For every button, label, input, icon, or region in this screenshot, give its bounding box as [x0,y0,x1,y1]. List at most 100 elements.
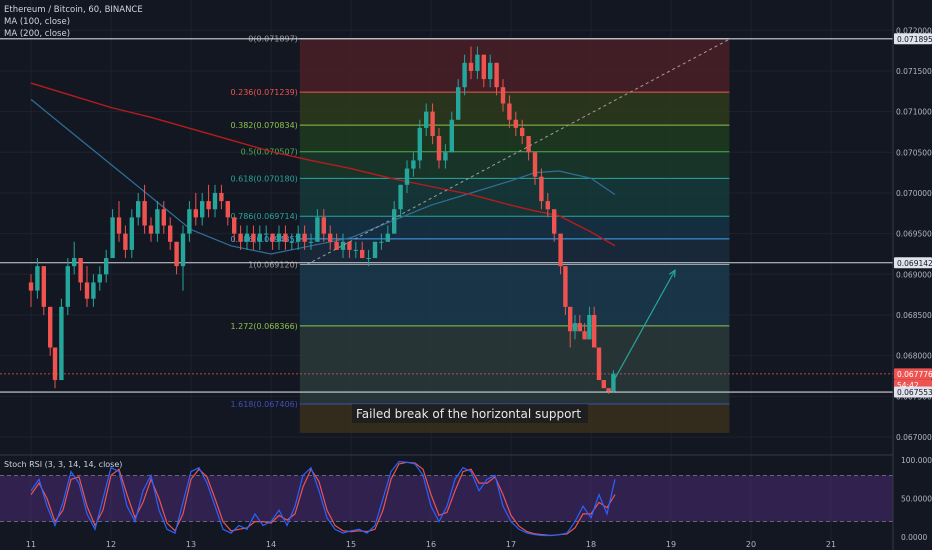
moving-averages [30,82,616,255]
candle-body [180,233,186,267]
date-tick-label: 13 [186,540,196,549]
candle-body [532,152,538,177]
price-tick-label: 0.071500 [896,67,932,76]
fib-band [299,92,730,126]
fib-level-label: 1.618(0.067406) [230,400,297,409]
rsi-tick-label: 0.0000 [901,533,927,542]
candle-body [481,54,486,80]
date-tick-label: 17 [506,540,516,549]
axes: 0.072000 0.071500 0.071000 0.070500 0.070000… [26,0,932,550]
candle-body [232,217,237,234]
candle-body [558,233,563,267]
candle-body [78,258,83,283]
fib-level-label: 0.236(0.071239) [230,88,297,97]
candle-body [611,373,616,392]
rsi-band [0,475,893,522]
price-tick-label: 0.068500 [896,311,932,320]
candle-body [488,62,493,80]
candle-body [41,266,46,307]
candle-body [206,201,211,210]
candle-body [200,201,205,218]
candle-body [456,87,461,120]
price-label-box [894,368,932,380]
candle-body [244,233,250,242]
rsi-tick-label: 50.0000 [901,495,932,504]
candle-body [411,160,416,169]
candle-body [238,233,243,242]
candle-body [462,62,467,88]
candle-body [321,217,326,234]
candle-body [289,241,294,243]
candles [28,46,616,394]
candle-body [264,233,269,235]
fib-band [299,151,730,179]
price-label-text: 0.067553 [897,388,932,397]
price-tick-label: 0.069500 [896,230,932,239]
candle-body [97,274,102,283]
candle-body [552,209,557,234]
candle-body [430,111,435,137]
candle-body [545,201,550,210]
candle-body [52,347,58,381]
candle-body [308,241,314,243]
candle-body [91,282,96,299]
price-label-box [894,257,932,269]
candle-body [513,119,518,128]
candle-body [142,201,147,226]
candle-body [65,266,70,307]
candle-body [507,103,512,120]
fib-level-label: 0.886(0.069435) [230,235,297,244]
candle-body [315,217,320,242]
candle-body [443,152,448,161]
price-tick-label: 0.069000 [896,270,932,279]
candle-body [328,233,333,242]
candle-body [475,54,480,71]
candle-body [340,241,346,250]
candle-body [168,225,173,242]
fib-band [299,325,730,404]
candle-body [148,225,154,234]
candle-body [582,331,587,340]
fib-band [299,125,730,152]
annotation-box [352,404,588,423]
candle-body [353,249,358,251]
price-tick-label: 0.070500 [896,148,932,157]
candle-body [270,233,275,242]
fibonacci-retracement: 0(0.071897)0.236(0.071239)0.382(0.070834… [230,35,730,433]
candle-body [379,241,384,243]
candle-body [572,323,578,332]
price-label-box [894,386,932,398]
ma100-line [30,98,616,255]
price-label-text: 54:42 [897,381,919,390]
price-axis-background [893,0,932,550]
candle-body [72,258,77,267]
candle-body [563,266,568,307]
rsi-k-line [30,460,616,537]
candle-body [174,241,179,267]
ma200-line [30,82,616,247]
candle-body [606,388,611,392]
candle-body [526,136,531,153]
candle-body [48,306,53,348]
price-label-box [894,33,932,45]
price-tick-label: 0.071000 [896,108,932,117]
price-label-text: 0.067776 [897,370,932,379]
trend-line [306,37,732,265]
annotation: Failed break of the horizontal support [352,404,588,423]
candle-body [385,233,390,242]
price-tick-label: 0.072000 [896,26,932,35]
price-tick-label: 0.067000 [896,433,932,442]
candle-body [251,233,256,242]
fib-level-label: 1.272(0.068366) [230,322,297,331]
candle-body [568,306,573,332]
date-tick-label: 15 [346,540,356,549]
candle-body [417,127,422,161]
candle-body [59,306,64,381]
symbol-title: Ethereum / Bitcoin, 60, BINANCE [4,5,143,15]
candle-body [302,233,307,242]
candle-body [360,249,365,259]
date-tick-label: 11 [26,540,36,549]
candle-body [494,62,499,88]
horizontal-lines [0,38,893,393]
